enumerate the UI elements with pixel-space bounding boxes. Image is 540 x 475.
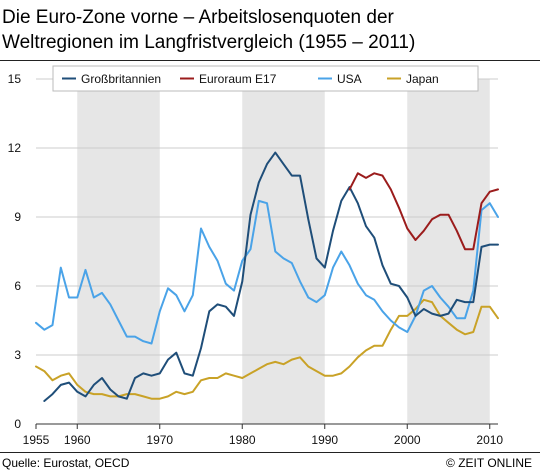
series-line-3 [35, 298, 499, 400]
axes [35, 423, 498, 429]
series-line-1 [348, 172, 499, 251]
x-tick-label-1955: 1955 [23, 433, 50, 447]
chart-title-line-1: Die Euro-Zone vorne – Arbeitslosenquoten… [2, 7, 394, 28]
y-tick-label-3: 3 [14, 348, 21, 362]
top-divider [0, 60, 540, 61]
legend-label-0: Großbritannien [81, 72, 161, 86]
legend-label-2: USA [337, 72, 362, 86]
legend-box [52, 65, 479, 92]
shaded-band-1980 [242, 79, 325, 424]
y-tick-label-6: 6 [14, 279, 21, 293]
y-tick-label-9: 9 [14, 210, 21, 224]
series-line-0 [43, 151, 499, 402]
x-tick-label-1970: 1970 [146, 433, 173, 447]
legend-label-3: Japan [406, 72, 439, 86]
x-tick-label-1960: 1960 [64, 433, 91, 447]
source-note: Quelle: Eurostat, OECD [2, 456, 130, 470]
x-tick-label-1990: 1990 [311, 433, 338, 447]
bottom-divider [0, 452, 540, 453]
shaded-band-1960 [77, 79, 160, 424]
y-tick-label-15: 15 [8, 72, 22, 86]
y-tick-label-0: 0 [14, 417, 21, 431]
shaded-decade-bands [77, 79, 490, 424]
line-chart: 0 3 6 9 12 15 1955 1960 1970 1980 1990 2000 2010 Gr… [8, 65, 504, 447]
chart-title: Die Euro-Zone vorne – Arbeitslosenquoten… [2, 5, 532, 55]
x-tick-label-2000: 2000 [394, 433, 421, 447]
x-tick-label-1980: 1980 [229, 433, 256, 447]
series-line-2 [35, 199, 499, 345]
shaded-band-2000 [407, 79, 490, 424]
credit-note: © ZEIT ONLINE [446, 456, 532, 470]
y-tick-label-12: 12 [8, 141, 22, 155]
legend: Großbritannien Euroraum E17 USA Japan [52, 65, 479, 92]
chart-title-line-2: Weltregionen im Langfristvergleich (1955… [2, 32, 416, 53]
y-axis-tick-labels: 0 3 6 9 12 15 [8, 72, 22, 431]
x-axis-tick-labels: 1955 1960 1970 1980 1990 2000 2010 [23, 433, 504, 447]
x-tick-label-2010: 2010 [476, 433, 503, 447]
series-lines [35, 151, 499, 402]
legend-label-1: Euroraum E17 [199, 72, 277, 86]
